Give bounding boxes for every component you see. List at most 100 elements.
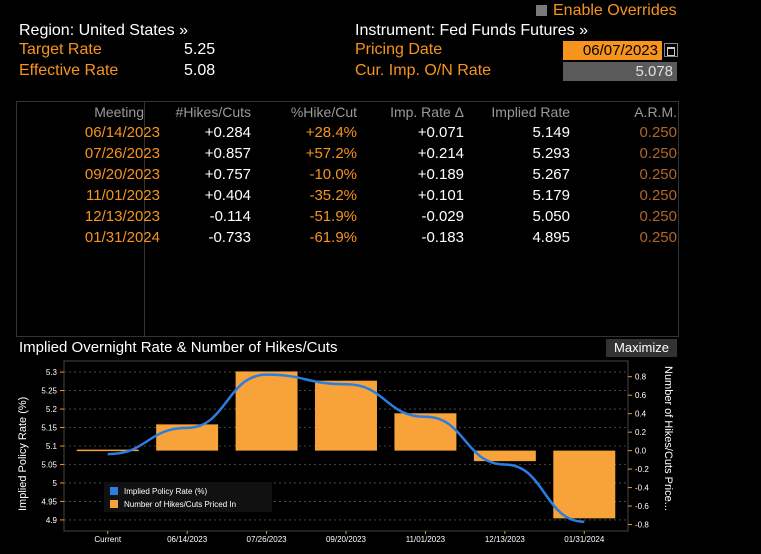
delta-cell: +0.189 <box>417 166 464 183</box>
checkbox-icon[interactable] <box>536 5 547 17</box>
col-header-meeting[interactable]: Meeting <box>94 104 144 120</box>
legend-box <box>104 482 272 512</box>
hikes-cell: +0.757 <box>204 166 251 183</box>
table-row[interactable]: 12/13/2023 -0.114 -51.9% -0.029 5.050 0.… <box>16 206 679 227</box>
legend-bar-swatch <box>110 500 118 508</box>
hikes-cell: +0.404 <box>204 187 251 204</box>
maximize-button[interactable]: Maximize <box>606 339 677 357</box>
bar <box>76 449 139 452</box>
y-tick-label: 5.25 <box>41 387 57 396</box>
y-tick-label: 5.05 <box>41 460 57 469</box>
meeting-date: 12/13/2023 <box>84 208 160 225</box>
y2-tick-label: -0.4 <box>635 484 649 493</box>
table-row[interactable]: 06/14/2023 +0.284 +28.4% +0.071 5.149 0.… <box>16 122 679 143</box>
arm-cell: 0.250 <box>639 166 677 183</box>
legend-line-swatch <box>110 487 118 495</box>
y-tick-label: 5.15 <box>41 424 57 433</box>
hikes-cell: +0.857 <box>204 145 251 162</box>
bars <box>76 371 616 519</box>
x-tick-label: 12/13/2023 <box>485 535 526 544</box>
arm-cell: 0.250 <box>639 145 677 162</box>
bar <box>315 380 377 451</box>
y-tick-label: 5.2 <box>46 405 58 414</box>
delta-cell: +0.214 <box>417 145 464 162</box>
delta-cell: -0.183 <box>421 229 464 246</box>
delta-cell: -0.029 <box>421 208 464 225</box>
grid <box>64 371 628 521</box>
hikes-cell: +0.284 <box>204 124 251 141</box>
col-header-implied-rate[interactable]: Implied Rate <box>491 104 570 120</box>
instrument-selector[interactable]: Instrument: Fed Funds Futures » <box>355 22 588 39</box>
target-rate-label: Target Rate <box>19 41 102 58</box>
x-tick-label: 06/14/2023 <box>167 535 208 544</box>
arm-cell: 0.250 <box>639 124 677 141</box>
delta-cell: +0.101 <box>417 187 464 204</box>
pct-cell: -61.9% <box>309 229 357 246</box>
meeting-date: 07/26/2023 <box>84 145 160 162</box>
table-row[interactable]: 07/26/2023 +0.857 +57.2% +0.214 5.293 0.… <box>16 143 679 164</box>
implied-rate-line <box>107 373 585 524</box>
pct-cell: -35.2% <box>309 187 357 204</box>
table-header: Meeting #Hikes/Cuts %Hike/Cut Imp. Rate … <box>16 104 679 124</box>
effective-rate-value: 5.08 <box>184 62 216 79</box>
y2-tick-label: 0.2 <box>635 428 647 437</box>
pct-cell: -51.9% <box>309 208 357 225</box>
enable-overrides-label: Enable Overrides <box>553 2 677 19</box>
legend: Implied Policy Rate (%) Number of Hikes/… <box>104 482 272 512</box>
y-tick-label: 5 <box>53 479 58 488</box>
implied-rate-cell: 5.050 <box>532 208 570 225</box>
col-header-arm[interactable]: A.R.M. <box>634 104 677 120</box>
effective-rate-label: Effective Rate <box>19 62 119 79</box>
pct-cell: +28.4% <box>305 124 357 141</box>
meetings-table <box>16 101 679 337</box>
table-body: 06/14/2023 +0.284 +28.4% +0.071 5.149 0.… <box>16 122 679 248</box>
legend-label-bar: Number of Hikes/Cuts Priced In <box>124 500 236 509</box>
y2-axis: 0.8 0.6 0.4 0.2 0.0 -0.2 -0.4 -0.6 -0.8 <box>628 373 649 530</box>
implied-rate-cell: 5.179 <box>532 187 570 204</box>
implied-rate-cell: 4.895 <box>532 229 570 246</box>
y-tick-label: 4.95 <box>41 497 57 506</box>
y-axis: 5.3 5.25 5.2 5.15 5.1 5.05 5 4.95 4.9 <box>41 368 64 525</box>
x-tick-label: 01/31/2024 <box>564 535 605 544</box>
meeting-date: 01/31/2024 <box>84 229 160 246</box>
meeting-date: 06/14/2023 <box>84 124 160 141</box>
x-axis: Current 06/14/2023 07/26/2023 09/20/2023 11/… <box>94 531 605 544</box>
y2-tick-label: 0.0 <box>635 447 647 456</box>
bar <box>394 413 457 451</box>
enable-overrides-checkbox[interactable]: Enable Overrides <box>536 1 677 21</box>
arm-cell: 0.250 <box>639 208 677 225</box>
table-row[interactable]: 11/01/2023 +0.404 -35.2% +0.101 5.179 0.… <box>16 185 679 206</box>
meeting-date: 11/01/2023 <box>86 187 160 204</box>
bar <box>473 450 536 462</box>
x-tick-label: Current <box>94 535 121 544</box>
arm-cell: 0.250 <box>639 187 677 204</box>
col-header-hikes[interactable]: #Hikes/Cuts <box>175 104 251 120</box>
y2-tick-label: 0.4 <box>635 410 647 419</box>
pct-cell: +57.2% <box>305 145 357 162</box>
y-tick-label: 5.3 <box>46 368 58 377</box>
table-row[interactable]: 01/31/2024 -0.733 -61.9% -0.183 4.895 0.… <box>16 227 679 248</box>
x-tick-label: 11/01/2023 <box>406 535 446 544</box>
region-selector[interactable]: Region: United States » <box>19 22 188 39</box>
table-divider <box>144 102 145 336</box>
y2-tick-label: -0.2 <box>635 465 649 474</box>
y2-axis-label: Number of Hikes/Cuts Price... <box>662 366 674 511</box>
x-tick-label: 07/26/2023 <box>247 535 288 544</box>
calendar-icon[interactable] <box>664 43 678 57</box>
pct-cell: -10.0% <box>309 166 357 183</box>
implied-rate-cell: 5.149 <box>532 124 570 141</box>
y2-tick-label: 0.8 <box>635 373 647 382</box>
col-header-pct[interactable]: %Hike/Cut <box>290 104 357 120</box>
implied-rate-cell: 5.267 <box>532 166 570 183</box>
x-tick-label: 09/20/2023 <box>326 535 367 544</box>
y-tick-label: 5.1 <box>46 442 58 451</box>
y2-tick-label: 0.6 <box>635 391 647 400</box>
table-row[interactable]: 09/20/2023 +0.757 -10.0% +0.189 5.267 0.… <box>16 164 679 185</box>
target-rate-value: 5.25 <box>184 41 216 58</box>
implied-rate-cell: 5.293 <box>532 145 570 162</box>
pricing-date-field[interactable]: 06/07/2023 <box>563 41 662 60</box>
arm-cell: 0.250 <box>639 229 677 246</box>
bar <box>553 450 616 519</box>
col-header-delta[interactable]: Imp. Rate Δ <box>390 104 464 120</box>
